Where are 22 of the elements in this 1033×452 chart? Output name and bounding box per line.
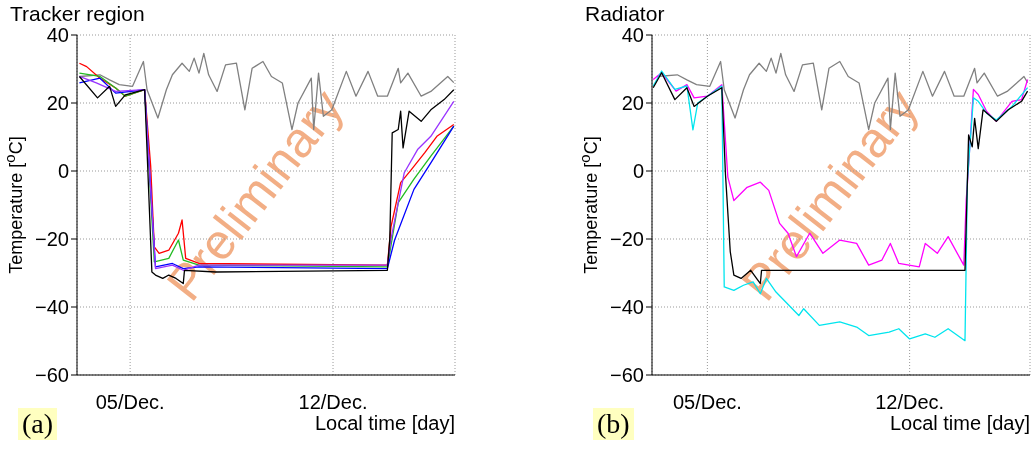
y-tick-label: −20: [35, 228, 69, 251]
y-tick-label: −60: [35, 364, 69, 387]
x-axis-title: Local time [day]: [889, 412, 1030, 435]
text: (b): [593, 408, 634, 440]
y-tick-label: 40: [46, 24, 69, 47]
x-tick-label: 12/Dec.: [298, 391, 368, 414]
y-tick-label: 0: [632, 160, 644, 183]
x-tick-label: 12/Dec.: [875, 391, 945, 414]
y-tick-label: 20: [46, 92, 69, 115]
text: (a): [18, 408, 58, 440]
y-tick-label: 20: [621, 92, 644, 115]
y-tick-label: −60: [610, 364, 644, 387]
x-tick-label: 05/Dec.: [672, 391, 742, 414]
y-tick-label: 40: [621, 24, 644, 47]
y-tick-label: −40: [610, 296, 644, 319]
x-tick-label: 05/Dec.: [95, 391, 165, 414]
chart-title: Tracker region: [10, 2, 145, 26]
x-axis-title: Local time [day]: [314, 412, 455, 435]
y-tick-label: −40: [35, 296, 69, 319]
y-tick-label: 0: [57, 160, 69, 183]
chart-title: Radiator: [585, 2, 665, 26]
y-tick-label: −20: [610, 228, 644, 251]
